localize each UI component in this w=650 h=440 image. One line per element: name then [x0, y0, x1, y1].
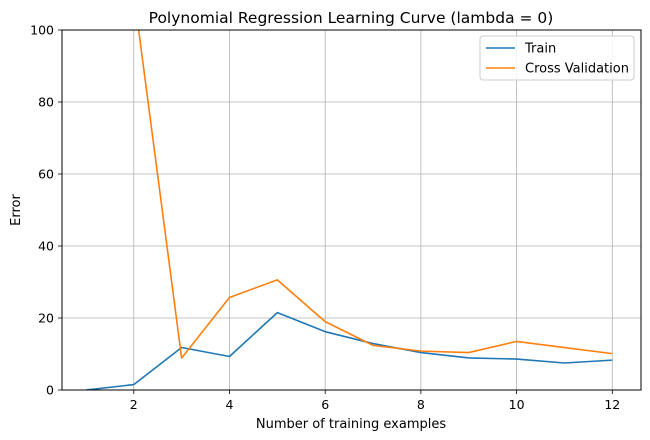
- y-axis-label: Error: [9, 194, 24, 226]
- x-axis-label: Number of training examples: [256, 417, 446, 432]
- x-tick-label-8: 8: [417, 397, 425, 412]
- series-lines: [85, 30, 613, 390]
- x-tick-label-10: 10: [509, 397, 525, 412]
- y-tick-label-80: 80: [38, 95, 54, 110]
- y-tick-label-20: 20: [38, 311, 54, 326]
- legend-label-cross-validation: Cross Validation: [525, 62, 629, 77]
- plot-frame: [61, 29, 642, 391]
- y-tick-label-0: 0: [46, 383, 54, 398]
- series-line-cross-validation: [137, 30, 613, 359]
- y-tick-label-100: 100: [30, 23, 54, 38]
- legend-box: [479, 35, 635, 81]
- x-tick-label-4: 4: [226, 397, 234, 412]
- series-line-train: [85, 311, 613, 390]
- grid-lines: [62, 29, 641, 391]
- legend-label-train: Train: [524, 42, 556, 57]
- axis-ticks: 2 4 6 8 10 12 0 20 40 60 80 100: [30, 23, 620, 413]
- legend: Train Cross Validation: [479, 35, 635, 81]
- y-tick-label-60: 60: [38, 167, 54, 182]
- y-tick-label-40: 40: [38, 239, 54, 254]
- x-tick-label-12: 12: [604, 397, 620, 412]
- x-tick-label-2: 2: [130, 397, 138, 412]
- x-tick-label-6: 6: [321, 397, 329, 412]
- chart-title: Polynomial Regression Learning Curve (la…: [149, 9, 554, 27]
